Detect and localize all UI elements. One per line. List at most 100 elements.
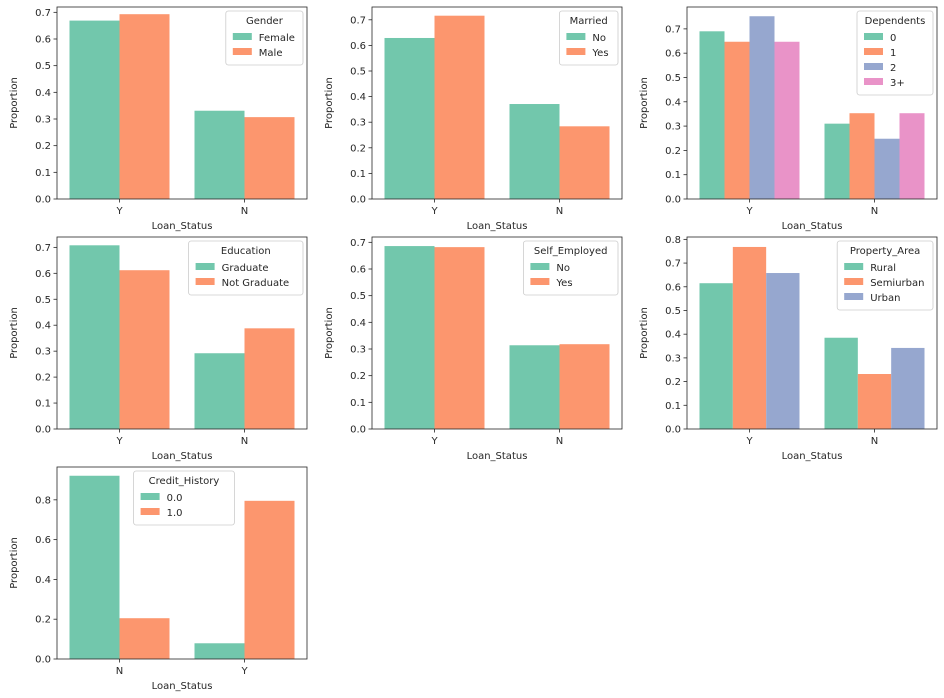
y-tick-label: 0.0 (350, 195, 366, 206)
bar-dependents-0-N (824, 123, 850, 199)
y-tick-label: 0.7 (35, 8, 51, 19)
x-tick-label: Y (115, 436, 123, 447)
legend-box (188, 240, 304, 296)
plot-frame (56, 466, 308, 660)
x-axis-title: Loan_Status (467, 451, 528, 462)
bar-dependents-3+-Y (774, 41, 800, 199)
plot-frame (686, 236, 938, 430)
y-tick-label: 0.4 (350, 92, 366, 103)
legend-swatch (140, 508, 160, 515)
x-tick-label: Y (745, 436, 753, 447)
bar-married-No-N (509, 104, 560, 199)
y-tick-label: 0.5 (35, 61, 51, 72)
bar-property_area-Rural-N (824, 337, 858, 429)
legend-swatch (864, 33, 883, 40)
y-tick-label: 0.3 (35, 115, 51, 126)
plot-frame (686, 6, 938, 200)
x-tick-label: Y (115, 206, 123, 217)
y-tick-label: 0.3 (665, 353, 681, 364)
legend-swatch (566, 48, 586, 55)
y-tick-label: 0.0 (665, 425, 681, 436)
chart-panel-5: 0.0 0.1 0.2 0.3 0.4 0.5 0.6 0.7 Y N Loan_Status Pro… (324, 236, 623, 462)
y-tick-label: 0.2 (35, 373, 51, 384)
y-tick-label: 0.0 (35, 195, 51, 206)
legend-swatch (864, 63, 883, 70)
x-axis-title: Loan_Status (782, 221, 843, 232)
chart-panel-7: 0.0 0.2 0.4 0.6 0.8 N Y Loan_Status Proportion Cr… (9, 466, 308, 692)
legend-label: Semiurban (870, 278, 924, 289)
y-tick-label: 0.2 (350, 371, 366, 382)
bar-dependents-3+-N (899, 113, 925, 199)
y-tick-label: 0.7 (350, 15, 366, 26)
y-tick-label: 0.0 (665, 195, 681, 206)
legend-label: Rural (870, 263, 896, 274)
x-axis-title: Loan_Status (782, 451, 843, 462)
x-axis-title: Loan_Status (152, 451, 213, 462)
x-tick-label: N (241, 436, 248, 447)
y-tick-label: 0.6 (350, 41, 366, 52)
y-tick-label: 0.2 (35, 141, 51, 152)
y-tick-label: 0.6 (350, 265, 366, 276)
legend: Property_Area Rural Semiurban Urban (836, 240, 934, 311)
legend-swatch (195, 263, 215, 270)
y-tick-label: 0.0 (350, 425, 366, 436)
bar-self_employed-No-Y (384, 246, 435, 429)
y-tick-label: 0.7 (665, 24, 681, 35)
plot-frame (56, 236, 308, 430)
legend-label: 1.0 (167, 508, 183, 519)
x-tick-label: N (241, 206, 248, 217)
legend-label: Yes (555, 278, 572, 289)
bar-property_area-Semiurban-Y (732, 246, 767, 429)
legend-swatch (530, 263, 550, 270)
legend: Married No Yes (559, 10, 619, 66)
legend-title: Education (221, 246, 271, 257)
y-tick-label: 0.4 (665, 330, 681, 341)
y-tick-label: 0.3 (665, 122, 681, 133)
x-tick-label: N (556, 206, 563, 217)
legend-label: No (592, 33, 606, 44)
legend: Self_Employed No Yes (523, 240, 619, 296)
y-tick-label: 0.1 (35, 168, 51, 179)
legend-label: Not Graduate (222, 278, 290, 289)
legend-label: 1 (890, 48, 896, 59)
legend-swatch (864, 48, 883, 55)
legend-swatch (232, 33, 252, 40)
legend: Gender Female Male (225, 10, 304, 66)
y-tick-label: 0.6 (665, 282, 681, 293)
y-tick-label: 0.0 (35, 655, 51, 666)
y-axis-title: Proportion (9, 537, 20, 589)
bar-married-Yes-N (559, 126, 610, 199)
bar-property_area-Urban-Y (766, 273, 800, 429)
legend-swatch (195, 278, 215, 285)
bar-gender-Female-Y (69, 20, 120, 199)
x-tick-label: N (116, 666, 123, 677)
y-tick-label: 0.4 (35, 575, 51, 586)
y-tick-label: 0.6 (35, 269, 51, 280)
chart-panel-6: 0.0 0.1 0.2 0.3 0.4 0.5 0.6 0.7 0.8 Y N Loan_Status… (639, 235, 938, 462)
y-tick-label: 0.4 (35, 321, 51, 332)
y-tick-label: 0.6 (35, 535, 51, 546)
legend-title: Dependents (865, 16, 926, 27)
legend: Dependents 0 1 2 3+ (856, 10, 934, 96)
bar-dependents-1-N (849, 113, 875, 199)
y-axis-title: Proportion (9, 77, 20, 129)
bar-education-Graduate-N (194, 353, 245, 429)
bar-married-No-Y (384, 37, 435, 200)
legend-title: Married (570, 16, 608, 27)
legend-box (856, 10, 934, 96)
y-tick-label: 0.5 (665, 73, 681, 84)
legend-title: Self_Employed (534, 246, 608, 257)
y-tick-label: 0.7 (35, 243, 51, 254)
bar-dependents-2-N (874, 138, 900, 199)
legend-label: No (556, 263, 570, 274)
legend: Credit_History 0.0 1.0 (133, 470, 235, 526)
x-tick-label: N (556, 436, 563, 447)
legend-label: Female (259, 33, 295, 44)
legend-swatch (844, 293, 864, 300)
chart-panel-3: 0.0 0.1 0.2 0.3 0.4 0.5 0.6 0.7 Y N Loan_Status Pro… (639, 6, 938, 232)
x-tick-label: Y (430, 206, 438, 217)
legend-title: Credit_History (149, 476, 220, 487)
y-tick-label: 0.5 (35, 295, 51, 306)
y-tick-label: 0.5 (350, 291, 366, 302)
x-tick-label: Y (430, 436, 438, 447)
